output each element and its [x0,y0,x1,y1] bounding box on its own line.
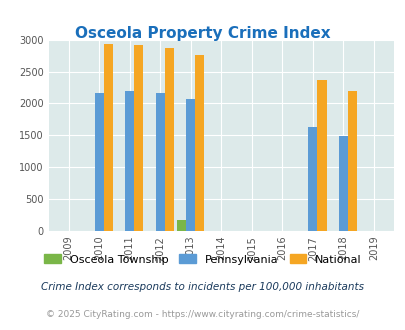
Bar [177,220,185,231]
Text: Osceola Property Crime Index: Osceola Property Crime Index [75,26,330,41]
Bar [195,55,204,231]
Bar [185,99,195,231]
Text: Crime Index corresponds to incidents per 100,000 inhabitants: Crime Index corresponds to incidents per… [41,282,364,292]
Text: © 2025 CityRating.com - https://www.cityrating.com/crime-statistics/: © 2025 CityRating.com - https://www.city… [46,310,359,319]
Bar [347,91,356,231]
Bar [164,48,173,231]
Bar [155,93,164,231]
Bar [307,127,317,231]
Bar [317,81,326,231]
Bar [125,91,134,231]
Bar [94,92,103,231]
Bar [338,136,347,231]
Bar [103,44,113,231]
Legend: Osceola Township, Pennsylvania, National: Osceola Township, Pennsylvania, National [40,250,365,269]
Bar [134,45,143,231]
